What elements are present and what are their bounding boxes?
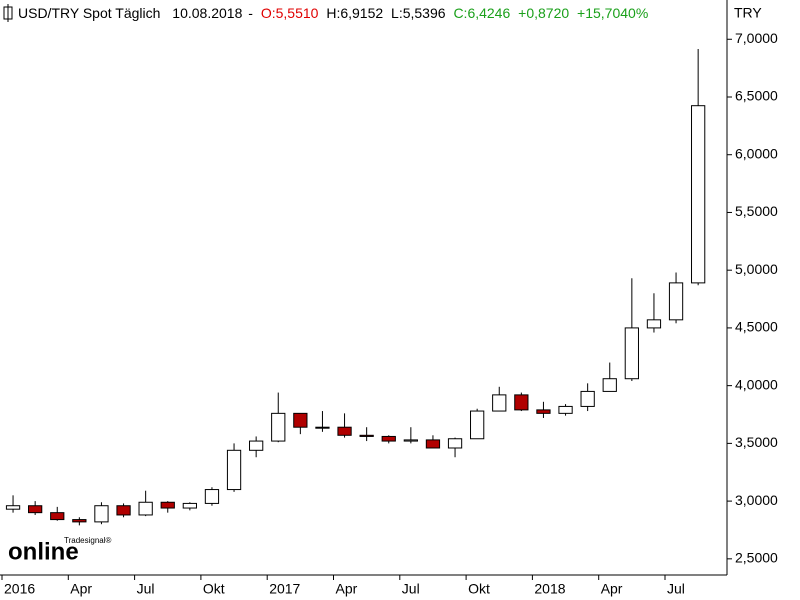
candle-body bbox=[447, 438, 463, 449]
unit-label: TRY bbox=[734, 5, 762, 21]
candle-body bbox=[138, 501, 153, 516]
candle-body bbox=[28, 505, 43, 514]
y-tick-label: 4,5000 bbox=[735, 319, 778, 335]
candle-body bbox=[668, 282, 684, 321]
header: USD/TRY Spot Täglich 10.08.2018 - O:5,55… bbox=[18, 5, 648, 21]
candle-body bbox=[293, 412, 308, 428]
candle-body bbox=[403, 439, 418, 442]
candle-body bbox=[226, 449, 242, 491]
candle-body bbox=[558, 405, 573, 414]
y-tick-label: 5,0000 bbox=[735, 261, 778, 277]
candle-body bbox=[359, 434, 374, 437]
open-label: O:5,5510 bbox=[261, 5, 319, 21]
x-tick-label: Jul bbox=[667, 581, 685, 597]
y-tick-label: 3,5000 bbox=[735, 434, 778, 450]
y-tick-label: 6,5000 bbox=[735, 88, 778, 104]
candle-body bbox=[602, 378, 617, 392]
candle-body bbox=[160, 501, 175, 509]
candle-body bbox=[580, 390, 595, 407]
date: 10.08.2018 bbox=[172, 5, 242, 21]
close-label: C:6,4246 bbox=[453, 5, 510, 21]
low-label: L:5,5396 bbox=[391, 5, 446, 21]
candle-body bbox=[182, 502, 197, 509]
x-tick-label: Okt bbox=[468, 581, 490, 597]
x-tick-label: Apr bbox=[601, 581, 623, 597]
change-label: +0,8720 bbox=[518, 5, 569, 21]
watermark: online bbox=[8, 538, 79, 565]
y-tick-label: 4,0000 bbox=[735, 376, 778, 392]
x-tick-label: Apr bbox=[336, 581, 358, 597]
candle-body bbox=[470, 410, 485, 440]
chart-title: USD/TRY Spot Täglich bbox=[18, 5, 160, 21]
candle-body bbox=[381, 435, 396, 442]
high-label: H:6,9152 bbox=[326, 5, 383, 21]
x-tick-label: Jul bbox=[402, 581, 420, 597]
candle-body bbox=[624, 327, 639, 380]
candle-body bbox=[337, 426, 352, 436]
candle-body bbox=[249, 440, 264, 451]
y-tick-label: 7,0000 bbox=[735, 30, 778, 46]
candle-body bbox=[315, 426, 330, 429]
watermark-small: Tradesignal® bbox=[64, 536, 112, 545]
candle-body bbox=[204, 489, 220, 504]
x-tick-label: Jul bbox=[137, 581, 155, 597]
x-tick-label: 2017 bbox=[269, 581, 300, 597]
candle-body bbox=[646, 319, 662, 329]
x-tick-label: 2016 bbox=[4, 581, 35, 597]
candle-body bbox=[492, 394, 507, 412]
candle-body bbox=[514, 394, 529, 411]
candle-body bbox=[425, 439, 441, 449]
x-tick-label: 2018 bbox=[534, 581, 565, 597]
separator: - bbox=[248, 5, 253, 21]
x-tick-label: Apr bbox=[70, 581, 92, 597]
candle-body bbox=[5, 505, 21, 510]
y-tick-label: 2,5000 bbox=[735, 550, 778, 566]
y-tick-label: 5,5000 bbox=[735, 203, 778, 219]
candle-body bbox=[94, 505, 109, 523]
candle-body bbox=[72, 519, 87, 523]
change-pct-label: +15,7040% bbox=[577, 5, 648, 21]
candle-body bbox=[50, 512, 65, 521]
y-tick-label: 3,0000 bbox=[735, 492, 778, 508]
candle-body bbox=[271, 412, 286, 442]
candle-body bbox=[116, 505, 131, 516]
candle-body bbox=[691, 105, 706, 284]
x-tick-label: Okt bbox=[203, 581, 225, 597]
y-tick-label: 6,0000 bbox=[735, 145, 778, 161]
candle-body bbox=[536, 409, 551, 414]
